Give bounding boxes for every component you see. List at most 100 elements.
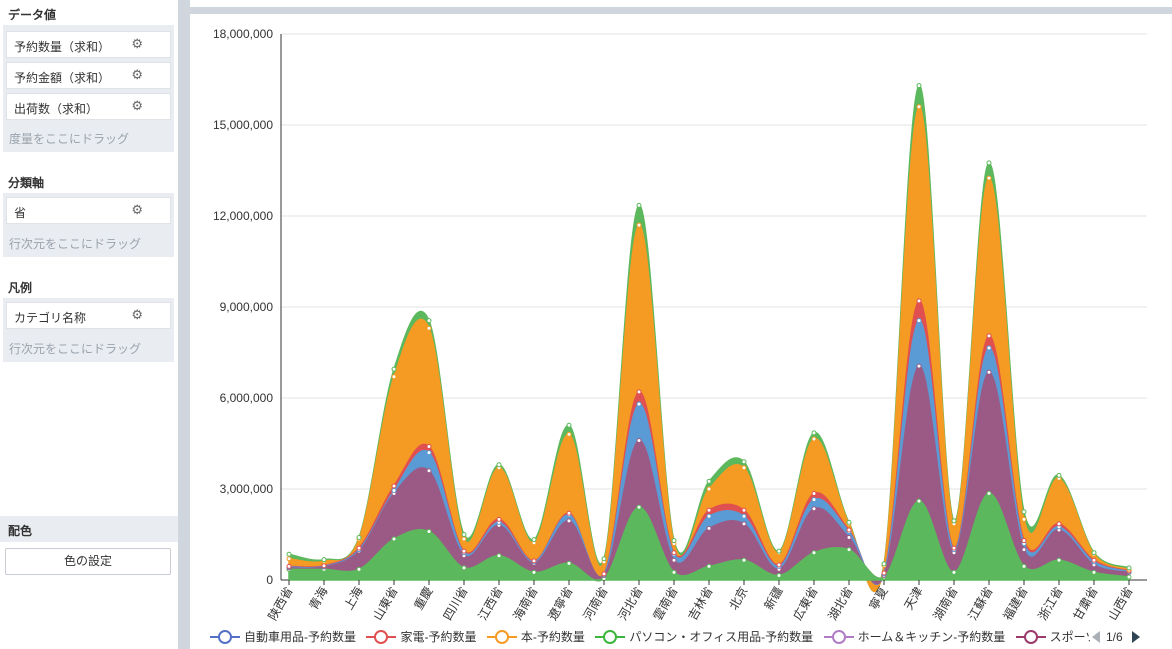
data-point xyxy=(426,528,432,534)
legend-symbol-icon xyxy=(366,630,397,644)
legend-item-appliance[interactable]: 家電-予約数量 xyxy=(366,627,476,647)
data-point xyxy=(286,551,292,557)
data-point xyxy=(531,537,537,543)
data-point xyxy=(286,556,292,562)
x-axis: 陕西省 青海 上海 山東省 重慶 四川省 江西省 海南省 遼寧省 河南省 河北省 雲南省 吉林省 北京 新疆… xyxy=(265,580,1136,623)
x-tick-label: 江西省 xyxy=(475,585,505,623)
data-point xyxy=(601,571,607,577)
measure-pill-shipped[interactable]: 出荷数（求和） ⚙ xyxy=(6,93,171,120)
data-point xyxy=(741,557,747,563)
data-point xyxy=(951,518,957,524)
color-title: 配色 xyxy=(8,524,33,538)
data-point xyxy=(986,491,992,497)
chevron-left-icon[interactable] xyxy=(1092,631,1100,643)
data-point xyxy=(391,536,397,542)
data-point xyxy=(741,521,747,527)
data-point xyxy=(1021,547,1027,553)
gear-icon[interactable]: ⚙ xyxy=(131,202,143,217)
gear-icon[interactable]: ⚙ xyxy=(131,98,143,113)
legend-label: ホーム＆キッチン-予約数量 xyxy=(857,630,1006,644)
category-axis-title: 分類軸 xyxy=(8,176,45,190)
data-point xyxy=(1021,509,1027,515)
data-point xyxy=(811,506,817,512)
legend-item-sports[interactable]: スポーツ xyxy=(1015,627,1090,647)
data-point xyxy=(846,535,852,541)
data-point xyxy=(356,545,362,551)
data-point xyxy=(391,483,397,489)
chart-legend: 自動車用品-予約数量 家電-予約数量 本-予約数量 パソコン・オフィス用品-予約… xyxy=(210,627,1090,647)
data-point xyxy=(986,345,992,351)
data-point xyxy=(496,462,502,468)
data-point xyxy=(566,510,572,516)
x-tick-label: 新疆 xyxy=(761,584,786,612)
gear-icon[interactable]: ⚙ xyxy=(131,307,143,322)
legend-item-auto[interactable]: 自動車用品-予約数量 xyxy=(210,627,356,647)
legend-item-pc-office[interactable]: パソコン・オフィス用品-予約数量 xyxy=(595,627,813,647)
dimension-label: カテゴリ名称 xyxy=(14,311,87,325)
data-point xyxy=(461,565,467,571)
x-tick-label: 広東省 xyxy=(790,585,820,623)
data-point xyxy=(811,497,817,503)
data-point xyxy=(426,444,432,450)
data-point xyxy=(986,333,992,339)
x-tick-label: 青海 xyxy=(306,584,331,612)
toolbar-strip xyxy=(190,0,1172,7)
measure-label: 予約金額（求和） xyxy=(14,71,111,85)
stacked-area-chart: 0 3,000,000 6,000,000 9,000,000 12,000,000 15… xyxy=(213,27,1147,623)
category-axis-dropzone[interactable]: 省 ⚙ 行次元をここにドラッグ xyxy=(3,193,174,257)
data-point xyxy=(916,298,922,304)
x-tick-label: 天津 xyxy=(901,585,925,613)
series-area xyxy=(288,492,1130,582)
x-tick-label: 湖北省 xyxy=(825,584,856,623)
x-tick-label: 江蘇省 xyxy=(965,585,995,623)
legend-label: スポーツ xyxy=(1049,630,1090,644)
legend-item-book[interactable]: 本-予約数量 xyxy=(486,627,585,647)
data-point xyxy=(881,561,887,567)
data-point xyxy=(636,401,642,407)
data-point xyxy=(426,450,432,456)
legend-pager: 1/6 xyxy=(1090,627,1172,647)
chevron-right-icon[interactable] xyxy=(1132,631,1140,643)
legend-dim-dropzone[interactable]: カテゴリ名称 ⚙ 行次元をここにドラッグ xyxy=(3,298,174,362)
y-tick-label: 12,000,000 xyxy=(213,209,273,223)
measure-pill-order-qty[interactable]: 予約数量（求和） ⚙ xyxy=(6,31,171,58)
y-tick-label: 15,000,000 xyxy=(213,118,273,132)
data-point xyxy=(776,548,782,554)
legend-page-indicator: 1/6 xyxy=(1106,630,1123,644)
data-point xyxy=(496,553,502,559)
data-point xyxy=(741,507,747,513)
data-point xyxy=(391,374,397,380)
dimension-pill-category[interactable]: カテゴリ名称 ⚙ xyxy=(6,302,171,329)
data-point xyxy=(636,202,642,208)
data-point xyxy=(951,545,957,551)
data-point xyxy=(391,366,397,372)
measure-pill-order-amount[interactable]: 予約金額（求和） ⚙ xyxy=(6,62,171,89)
data-point xyxy=(706,563,712,569)
data-point xyxy=(636,389,642,395)
measure-label: 出荷数（求和） xyxy=(14,102,99,116)
data-point xyxy=(951,569,957,575)
data-point xyxy=(811,436,817,442)
data-values-dropzone[interactable]: 予約数量（求和） ⚙ 予約金額（求和） ⚙ 出荷数（求和） ⚙ 度量をここにドラ… xyxy=(3,25,174,152)
legend-symbol-icon xyxy=(210,630,240,644)
data-point xyxy=(636,222,642,228)
dimension-pill-province[interactable]: 省 ⚙ xyxy=(6,197,171,224)
data-point xyxy=(1056,557,1062,563)
legend-item-home-kitchen[interactable]: ホーム＆キッチン-予約数量 xyxy=(823,627,1006,647)
data-point xyxy=(1091,557,1097,563)
data-point xyxy=(461,548,467,554)
data-point xyxy=(916,363,922,369)
gear-icon[interactable]: ⚙ xyxy=(131,36,143,51)
color-settings-button[interactable]: 色の設定 xyxy=(5,548,171,575)
data-point xyxy=(496,516,502,522)
legend-drop-hint: 行次元をここにドラッグ xyxy=(9,342,142,356)
data-point xyxy=(1091,569,1097,575)
gear-icon[interactable]: ⚙ xyxy=(131,67,143,82)
data-values-title: データ値 xyxy=(8,8,57,22)
y-tick-label: 3,000,000 xyxy=(220,482,274,496)
x-tick-label: 甘粛省 xyxy=(1070,585,1100,623)
measure-drop-hint: 度量をここにドラッグ xyxy=(9,132,130,146)
data-point xyxy=(531,569,537,575)
data-point xyxy=(356,566,362,572)
